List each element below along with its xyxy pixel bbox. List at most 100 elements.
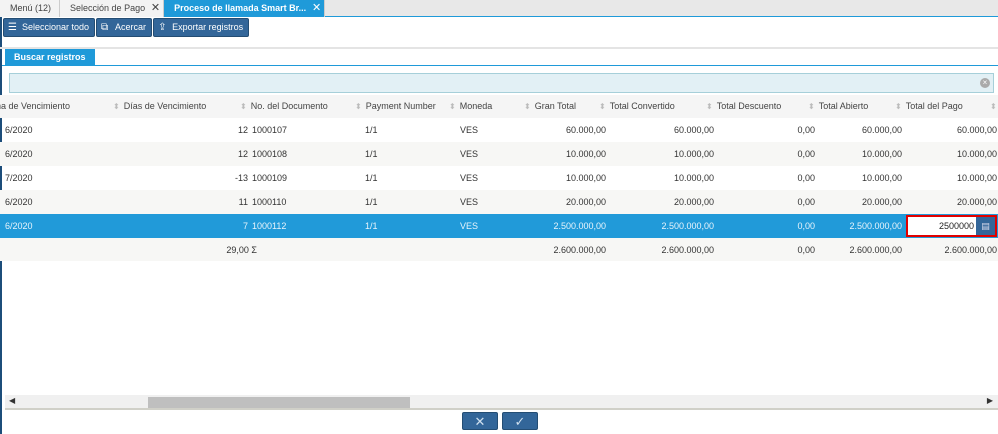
toolbar: ☰ Seleccionar todo ⧉ Acercar ⇪ Exportar reg… xyxy=(3,18,250,38)
column-header[interactable]: ⬍ Moneda xyxy=(449,95,492,118)
scroll-thumb[interactable] xyxy=(148,397,410,408)
table-cell: 20.000,00 xyxy=(673,197,714,207)
column-header[interactable]: ⬍ Total Abierto xyxy=(808,95,868,118)
table-cell: 10.000,00 xyxy=(861,149,902,159)
table-cell: 20.000,00 xyxy=(861,197,902,207)
table-row[interactable]: 6/2020 12 1000107 1/1 VES 60.000,00 60.000,00 0… xyxy=(0,118,998,142)
header-label: Moneda xyxy=(459,101,493,111)
table-cell: 6/2020 xyxy=(5,197,33,207)
table-cell: 10.000,00 xyxy=(673,149,714,159)
table-cell: 0,00 xyxy=(797,221,815,231)
search-bar[interactable]: × xyxy=(9,73,994,93)
column-header[interactable]: ⬍ Total del Pago xyxy=(895,95,963,118)
table-row[interactable]: 6/2020 7 1000112 1/1 VES 2.500.000,00 2.500.00… xyxy=(0,214,998,238)
column-header[interactable]: ⬍ Total Descuento xyxy=(706,95,781,118)
table-cell: 1/1 xyxy=(365,125,378,135)
table-cell: 20.000,00 xyxy=(565,197,606,207)
payment-amount-field[interactable] xyxy=(908,217,976,235)
ok-button[interactable]: ✓ xyxy=(502,412,538,430)
column-header[interactable]: ⬍ Gran Total xyxy=(524,95,576,118)
footer-total: 2.600.000,00 xyxy=(553,245,606,255)
divider xyxy=(0,47,998,49)
export-icon: ⇪ xyxy=(158,22,167,33)
table-cell: -13 xyxy=(234,173,248,183)
button-label: Acercar xyxy=(115,22,147,32)
table-cell: 12 xyxy=(237,125,248,135)
close-icon[interactable]: ✕ xyxy=(311,2,322,14)
sort-icon[interactable]: ⬍ xyxy=(355,102,362,111)
column-header[interactable]: na de Vencimiento xyxy=(0,95,70,118)
column-header[interactable]: ⬍ No. del Documento xyxy=(240,95,328,118)
table-row[interactable]: 6/2020 12 1000108 1/1 VES 10.000,00 10.000,00 0… xyxy=(0,142,998,166)
table-cell: 1/1 xyxy=(365,197,378,207)
header-label: Total Descuento xyxy=(716,101,782,111)
table-cell: 2.500.000,00 xyxy=(553,221,606,231)
table-cell: 10.000,00 xyxy=(565,149,606,159)
sort-icon[interactable]: ⬍ xyxy=(706,102,713,111)
tab-label: Selección de Pago xyxy=(70,3,146,13)
column-header[interactable]: ⬍ Total Convertido xyxy=(599,95,675,118)
x-icon: ✕ xyxy=(474,414,486,429)
table-cell: 1/1 xyxy=(365,221,378,231)
header-label: Días de Vencimiento xyxy=(123,101,207,111)
sort-icon[interactable]: ⬍ xyxy=(808,102,815,111)
sort-icon[interactable]: ⬍ xyxy=(990,102,997,111)
table-row[interactable]: 7/2020 -13 1000109 1/1 VES 10.000,00 10.000,00… xyxy=(0,166,998,190)
table-footer-row: 29,00 Σ 2.600.000,00 2.600.000,00 0,00 2.600… xyxy=(0,238,998,261)
sort-icon[interactable]: ⬍ xyxy=(599,102,606,111)
table-row[interactable]: 6/2020 11 1000110 1/1 VES 20.000,00 20.000,00 0… xyxy=(0,190,998,214)
tab-label: Proceso de llamada Smart Br... xyxy=(174,3,307,13)
table-cell: 1000109 xyxy=(252,173,288,183)
cancel-button[interactable]: ✕ xyxy=(462,412,498,430)
table-cell: VES xyxy=(460,173,479,183)
table-cell: 0,00 xyxy=(797,149,815,159)
sort-icon[interactable]: ⬍ xyxy=(524,102,531,111)
table-cell: 11 xyxy=(238,197,248,207)
tab-label: Menú (12) xyxy=(10,3,52,13)
close-icon[interactable]: ✕ xyxy=(150,2,161,14)
select-all-button[interactable]: ☰ Seleccionar todo xyxy=(3,18,96,37)
tab-buscar-registros[interactable]: Buscar registros xyxy=(5,49,95,65)
clear-icon[interactable]: × xyxy=(980,78,990,88)
table-cell: 6/2020 xyxy=(5,125,33,135)
table-cell: 2.500.000,00 xyxy=(849,221,902,231)
table-cell: 60.000,00 xyxy=(565,125,606,135)
sort-icon[interactable]: ⬍ xyxy=(113,102,120,111)
table-cell: VES xyxy=(460,197,479,207)
horizontal-scrollbar[interactable]: ◀ ▶ xyxy=(5,395,998,410)
scroll-left-icon[interactable]: ◀ xyxy=(9,396,16,405)
sort-icon[interactable]: ⬍ xyxy=(240,102,247,111)
table-cell: 7 xyxy=(242,221,248,231)
button-label: Exportar registros xyxy=(172,22,244,32)
divider xyxy=(2,65,998,66)
header-label: Total Convertido xyxy=(609,101,675,111)
check-icon: ✓ xyxy=(514,414,526,429)
calculator-icon[interactable]: ▤ xyxy=(976,217,995,235)
sort-icon[interactable]: ⬍ xyxy=(895,102,902,111)
tab-proceso-smart[interactable]: Proceso de llamada Smart Br... ✕ xyxy=(164,0,326,17)
table-cell: 60.000,00 xyxy=(673,125,714,135)
payment-amount-input[interactable]: ▤ xyxy=(906,215,997,237)
table-cell: VES xyxy=(460,221,479,231)
footer-total: 2.600.000,00 xyxy=(661,245,714,255)
tab-bar: Menú (12) Selección de Pago ✕ Proceso de … xyxy=(0,0,998,17)
table-cell: 6/2020 xyxy=(5,221,33,231)
sort-icon[interactable]: ⬍ xyxy=(449,102,456,111)
table-cell: 0,00 xyxy=(797,173,815,183)
table-cell: 1000107 xyxy=(252,125,288,135)
column-header[interactable]: ⬍ Días de Vencimiento xyxy=(113,95,206,118)
table-cell: VES xyxy=(460,125,479,135)
table-cell: 1000110 xyxy=(252,197,287,207)
column-header[interactable]: ⬍ Payment Number xyxy=(355,95,436,118)
table-cell: 1000108 xyxy=(252,149,288,159)
table-cell: 2.500.000,00 xyxy=(661,221,714,231)
export-button[interactable]: ⇪ Exportar registros xyxy=(153,18,250,37)
records-table: na de Vencimiento ⬍ Días de Vencimiento ⬍ No… xyxy=(0,95,998,261)
zoom-button[interactable]: ⧉ Acercar xyxy=(96,18,153,37)
tab-seleccion-pago[interactable]: Selección de Pago ✕ xyxy=(60,0,165,17)
footer-total: 0,00 xyxy=(797,245,815,255)
tab-menu[interactable]: Menú (12) xyxy=(0,0,61,17)
header-label: No. del Documento xyxy=(250,101,328,111)
scroll-right-icon[interactable]: ▶ xyxy=(986,396,993,405)
button-label: Seleccionar todo xyxy=(22,22,90,32)
